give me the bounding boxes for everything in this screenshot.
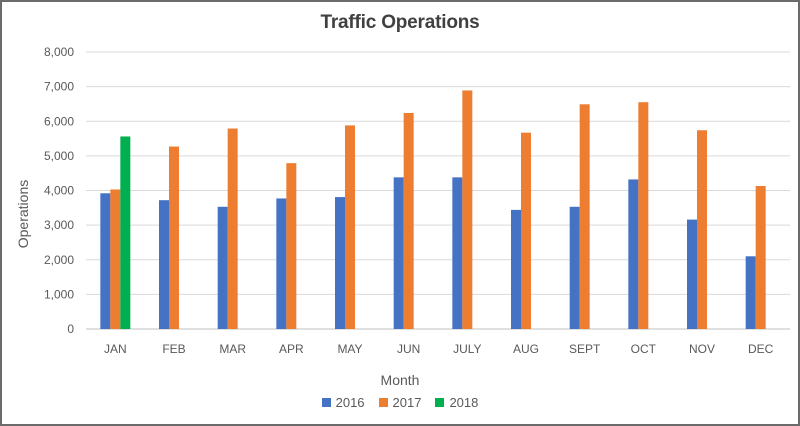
x-tick-label: MAR <box>219 342 246 356</box>
bar-2016-sept <box>569 206 580 329</box>
x-tick-label: SEPT <box>569 342 601 356</box>
y-tick-label: 3,000 <box>44 218 74 232</box>
x-tick-label: DEC <box>748 342 774 356</box>
bar-2017-jan <box>110 189 121 329</box>
bar-2016-oct <box>628 179 639 329</box>
y-tick-label: 2,000 <box>44 253 74 267</box>
legend: 2016 2017 2018 <box>2 395 798 410</box>
legend-swatch <box>378 398 388 407</box>
x-tick-label: OCT <box>631 342 657 356</box>
x-tick-label: AUG <box>513 342 539 356</box>
x-tick-label: JAN <box>104 342 127 356</box>
bar-2017-oct <box>638 102 649 329</box>
bar-2016-may <box>335 197 345 329</box>
bar-2017-jun <box>403 112 414 329</box>
legend-label: 2016 <box>335 395 365 410</box>
x-tick-label: MAY <box>337 342 362 356</box>
y-tick-label: 8,000 <box>44 45 74 59</box>
bar-2017-july <box>462 90 473 329</box>
y-tick-label: 4,000 <box>44 184 74 198</box>
legend-label: 2017 <box>392 395 422 410</box>
x-tick-label: FEB <box>162 342 185 356</box>
bar-2017-apr <box>286 163 297 329</box>
legend-item-2018: 2018 <box>435 395 478 410</box>
bar-2017-dec <box>755 185 766 329</box>
bar-2017-may <box>345 125 355 329</box>
bar-2016-mar <box>217 206 228 329</box>
x-tick-label: JULY <box>453 342 481 356</box>
bar-2017-mar <box>227 128 238 329</box>
bar-2016-aug <box>511 209 521 329</box>
x-tick-label: JUN <box>397 342 420 356</box>
y-tick-label: 6,000 <box>44 114 74 128</box>
bar-2018-jan <box>120 136 131 329</box>
bar-2016-nov <box>687 219 697 329</box>
y-tick-label: 7,000 <box>44 80 74 94</box>
y-tick-label: 0 <box>67 322 74 336</box>
x-axis-title: Month <box>380 372 420 388</box>
bar-2016-july <box>452 177 463 329</box>
legend-swatch <box>435 398 445 407</box>
bar-2016-dec <box>745 256 756 329</box>
bar-2017-feb <box>169 146 179 329</box>
bar-2017-sept <box>579 104 590 329</box>
legend-swatch <box>321 398 331 407</box>
legend-label: 2018 <box>449 395 479 410</box>
y-tick-label: 1,000 <box>44 287 74 301</box>
bar-2016-jan <box>100 193 111 329</box>
x-tick-label: NOV <box>689 342 715 356</box>
x-tick-label: APR <box>279 342 304 356</box>
bar-2016-apr <box>276 198 287 329</box>
chart-title: Traffic Operations <box>320 12 480 33</box>
legend-item-2017: 2017 <box>378 395 422 410</box>
bar-2017-aug <box>521 132 531 329</box>
bar-2016-feb <box>159 200 169 329</box>
bar-2016-jun <box>393 177 404 329</box>
y-tick-label: 5,000 <box>44 149 74 163</box>
legend-item-2016: 2016 <box>321 395 365 410</box>
bar-2017-nov <box>697 130 707 329</box>
